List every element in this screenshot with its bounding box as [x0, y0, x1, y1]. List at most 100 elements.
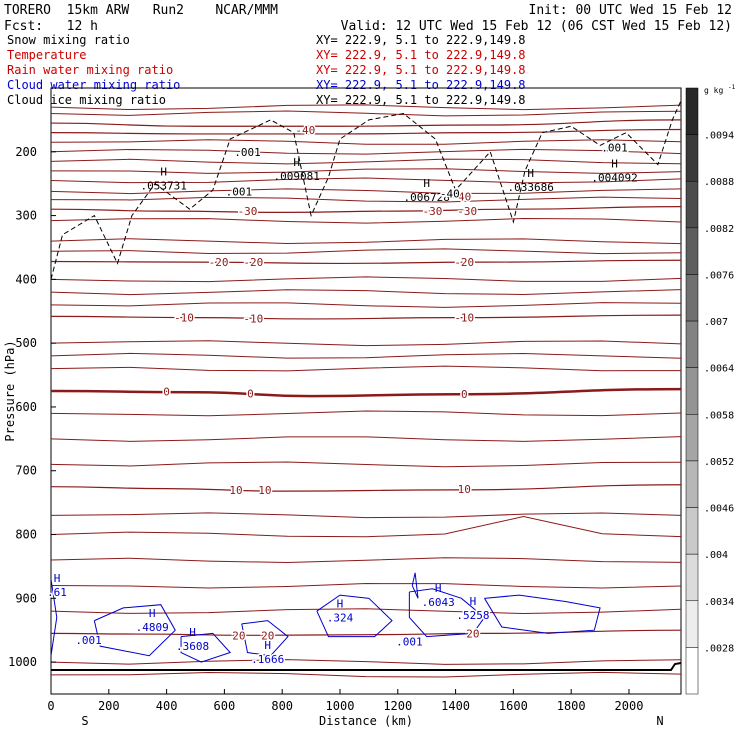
temperature-contour-minor: [50, 139, 682, 145]
ice-max-label: .004092: [591, 171, 637, 184]
temperature-label: -30: [423, 205, 443, 218]
temperature-label: -20: [209, 256, 229, 269]
temperature-contour-minor: [50, 436, 682, 442]
ice-high-marker: H: [160, 166, 167, 179]
temperature-label: 20: [466, 627, 479, 640]
temperature-contour-minor: [50, 340, 682, 347]
cloud-water-label: .61: [47, 586, 67, 599]
y-tick-label: 700: [15, 464, 37, 478]
colorbar-swatch: [685, 320, 699, 368]
temperature-label: -40: [295, 124, 315, 137]
y-tick-label: 800: [15, 528, 37, 542]
cloud-water-contour: [408, 588, 486, 638]
legend-label: Cloud water mixing ratio: [7, 78, 180, 92]
temperature-contour-minor: [50, 352, 682, 359]
cloud-water-high-marker: H: [189, 626, 196, 639]
legend-label: Cloud ice mixing ratio: [7, 93, 166, 107]
cloud-water-label: .1666: [251, 653, 284, 666]
temperature-label: -20: [243, 256, 263, 269]
colorbar-swatch: [685, 274, 699, 322]
y-tick-label: 1000: [8, 655, 37, 669]
temperature-contour-minor: [50, 158, 682, 165]
temperature-label: 0: [461, 388, 468, 401]
temperature-contour: [50, 259, 682, 265]
colorbar-swatch: [685, 367, 699, 415]
temperature-contour-minor: [50, 168, 682, 174]
colorbar-tick-label: .0034: [704, 597, 734, 608]
header-valid: Valid: 12 UTC Wed 15 Feb 12 (06 CST Wed …: [340, 19, 732, 34]
cloud-water-contour: [180, 632, 232, 663]
legend-xy: XY= 222.9, 5.1 to 222.9,149.8: [316, 78, 526, 92]
colorbar-tick-label: .0046: [704, 504, 734, 515]
legend-label: Rain water mixing ratio: [7, 63, 173, 77]
legend-xy: XY= 222.9, 5.1 to 222.9,149.8: [316, 33, 526, 47]
colorbar-tick-label: .007: [704, 317, 728, 328]
cloud-water-label: .3608: [176, 640, 209, 653]
x-tick-label: 200: [98, 699, 120, 713]
y-tick-label: 200: [15, 145, 37, 159]
temperature-contour-minor: [50, 410, 682, 417]
ice-high-marker: H: [423, 177, 430, 190]
colorbar-unit-exponent: -1: [728, 84, 736, 91]
temperature-contour-minor: [50, 217, 682, 224]
temperature-contour-minor: [50, 659, 682, 665]
colorbar-tick-label: .0076: [704, 270, 734, 281]
header-init: Init: 00 UTC Wed 15 Feb 12: [528, 3, 733, 18]
legend-xy: XY= 222.9, 5.1 to 222.9,149.8: [316, 93, 526, 107]
temperature-label: 10: [258, 484, 271, 497]
y-tick-label: 900: [15, 591, 37, 605]
temperature-contour: [50, 387, 682, 398]
y-axis-label: Pressure (hPa): [3, 340, 17, 441]
cloud-water-label: .001: [396, 636, 423, 649]
temperature-label: -10: [174, 312, 194, 325]
legend-xy: XY= 222.9, 5.1 to 222.9,149.8: [316, 63, 526, 77]
colorbar-swatch: [685, 414, 699, 462]
cloud-water-contour: [241, 620, 289, 657]
snow-label: .001: [234, 146, 261, 159]
temperature-label: -20: [454, 256, 474, 269]
ice-high-marker: H: [293, 156, 300, 169]
cloud-water-label: .5258: [456, 609, 489, 622]
temperature-contour-minor: [50, 177, 682, 184]
x-tick-label: 1000: [326, 699, 355, 713]
cloud-water-contour: [93, 604, 176, 657]
temperature-label: 10: [229, 484, 242, 497]
temperature-contour-minor: [50, 238, 682, 245]
ice-high-marker: H: [611, 157, 618, 170]
colorbar-swatch: [685, 553, 699, 602]
temperature-contour-minor: [50, 583, 682, 589]
x-tick-label: 800: [271, 699, 293, 713]
temperature-contour-minor: [50, 110, 682, 117]
colorbar-swatch: [685, 507, 699, 555]
colorbar-tick-label: .0052: [704, 457, 734, 468]
cloud-water-label: .324: [327, 611, 354, 624]
temperature-label: 10: [458, 483, 471, 496]
x-tick-label: 2000: [615, 699, 644, 713]
colorbar-swatch: [685, 134, 699, 182]
temperature-contour: [50, 206, 682, 213]
temperature-contour-minor: [50, 289, 682, 296]
y-tick-label: 400: [15, 272, 37, 286]
cloud-water-contour: [411, 572, 419, 599]
cloud-water-contour: [50, 579, 58, 656]
temperature-label: -30: [238, 205, 258, 218]
temperature-label: 20: [261, 629, 274, 642]
cloud-water-contour: [316, 594, 393, 638]
temperature-contour-minor: [50, 188, 682, 195]
cloud-water-high-marker: H: [149, 607, 156, 620]
snow-label: .001: [226, 185, 253, 198]
legend-label: Snow mixing ratio: [7, 33, 130, 47]
colorbar-tick-label: .0094: [704, 131, 734, 142]
temperature-contour-minor: [50, 671, 682, 678]
colorbar-tick-label: .0028: [704, 643, 734, 654]
temperature-contour-minor: [50, 461, 682, 468]
y-tick-label: 300: [15, 209, 37, 223]
header-left-2: Fcst: 12 h: [4, 19, 98, 34]
x-axis-label: Distance (km): [319, 714, 413, 728]
snow-label: .001: [601, 141, 628, 154]
temperature-contour-minor: [50, 512, 682, 519]
cloud-water-label: .4809: [136, 621, 169, 634]
x-tick-label: 1800: [557, 699, 586, 713]
cloud-water-high-marker: H: [54, 572, 61, 585]
